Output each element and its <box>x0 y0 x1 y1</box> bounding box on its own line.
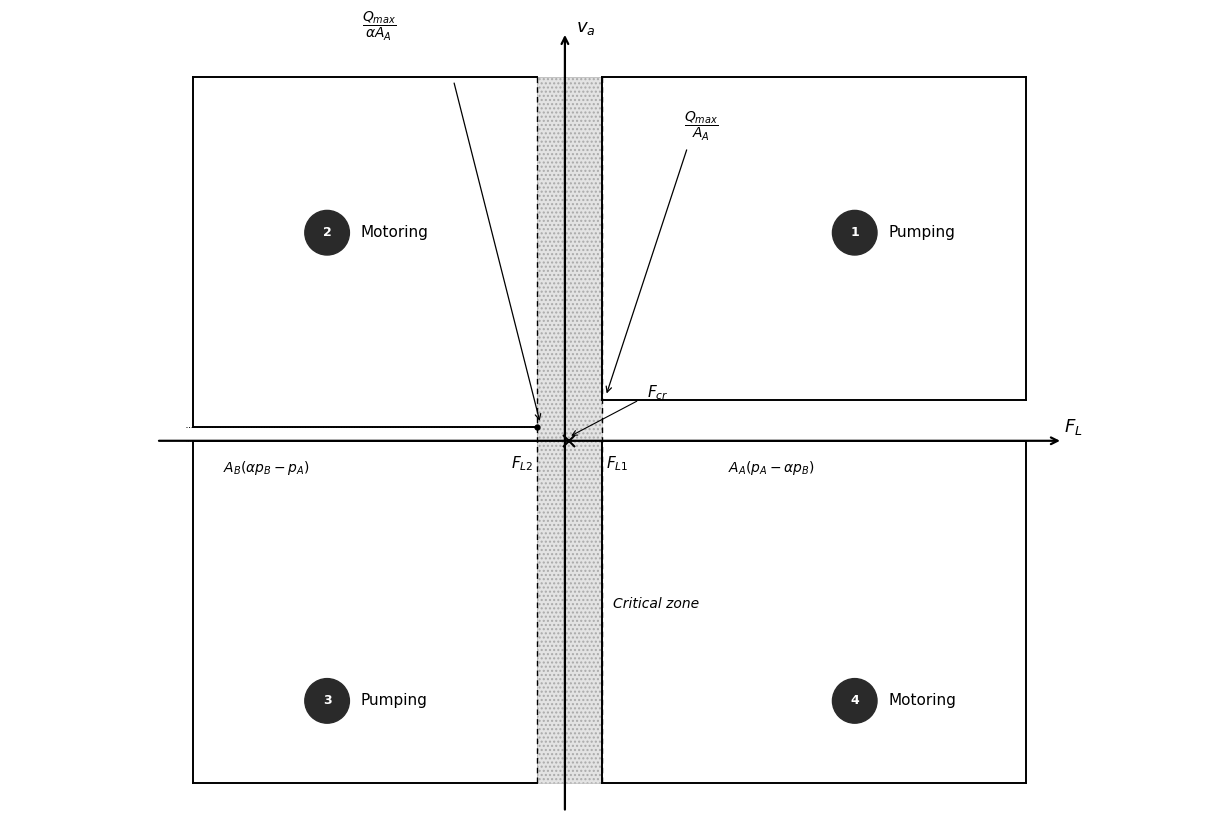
Text: $\dfrac{Q_{max}}{\alpha A_A}$: $\dfrac{Q_{max}}{\alpha A_A}$ <box>362 10 396 43</box>
Circle shape <box>833 211 876 255</box>
Bar <box>536 76 602 783</box>
Text: $F_L$: $F_L$ <box>1064 417 1082 437</box>
Bar <box>536 76 602 783</box>
Text: 1: 1 <box>851 227 859 239</box>
Text: 2: 2 <box>323 227 332 239</box>
Text: 3: 3 <box>323 695 332 707</box>
Text: Motoring: Motoring <box>361 225 428 240</box>
Text: $F_{cr}$: $F_{cr}$ <box>646 383 668 402</box>
Circle shape <box>833 679 876 723</box>
Text: Pumping: Pumping <box>889 225 954 240</box>
Text: $F_{L1}$: $F_{L1}$ <box>606 454 628 473</box>
Text: 4: 4 <box>851 695 859 707</box>
Text: $\dfrac{Q_{max}}{A_A}$: $\dfrac{Q_{max}}{A_A}$ <box>684 110 718 144</box>
Text: Motoring: Motoring <box>889 693 956 708</box>
Text: $F_{L2}$: $F_{L2}$ <box>511 454 533 473</box>
Text: $A_A(p_A - \alpha p_B)$: $A_A(p_A - \alpha p_B)$ <box>729 459 816 477</box>
Text: Pumping: Pumping <box>361 693 428 708</box>
Text: $v_a$: $v_a$ <box>577 19 596 37</box>
Circle shape <box>305 679 350 723</box>
Circle shape <box>305 211 350 255</box>
Text: Critical zone: Critical zone <box>613 598 700 611</box>
Text: $A_B(\alpha p_B - p_A)$: $A_B(\alpha p_B - p_A)$ <box>223 459 310 477</box>
